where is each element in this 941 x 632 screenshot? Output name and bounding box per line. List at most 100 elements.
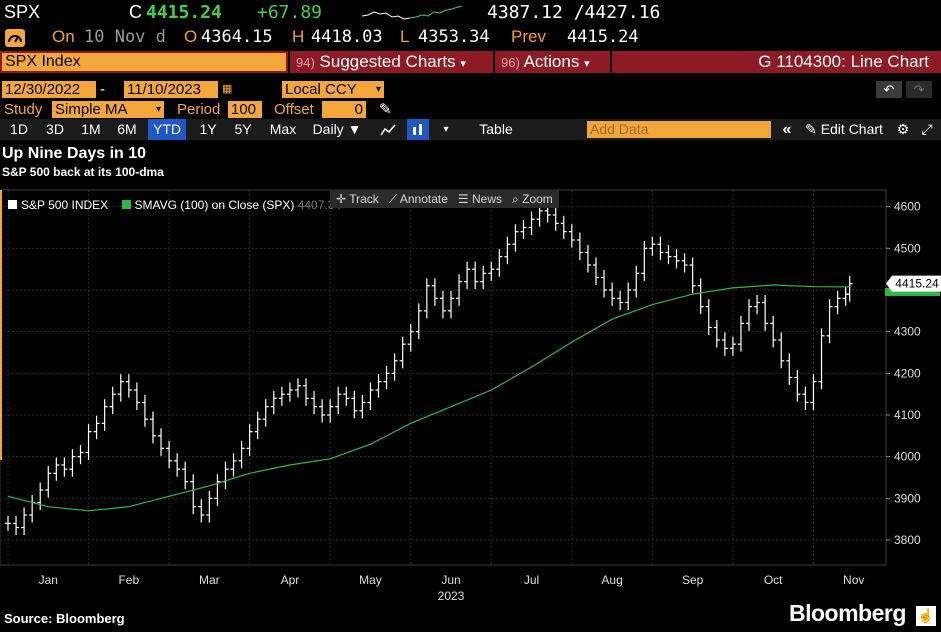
chevron-down-icon: ▾ xyxy=(155,104,161,115)
zoom-tool[interactable]: ⌕ Zoom xyxy=(512,192,553,206)
x-tick-label: Oct xyxy=(764,573,783,587)
start-date-field[interactable]: 12/30/2022 xyxy=(2,81,96,98)
on-label: On xyxy=(52,27,75,46)
function-title: G 1104300: Line Chart xyxy=(758,52,929,71)
y-tick-label: 3900 xyxy=(894,491,921,505)
chevron-down-icon: ▾ xyxy=(375,84,381,95)
study-select[interactable]: Simple MA ▾ xyxy=(52,101,164,118)
edit-chart-label: Edit Chart xyxy=(820,121,883,137)
ticker-symbol: SPX xyxy=(4,2,41,22)
y-tick-label: 4500 xyxy=(894,241,921,255)
open-value: 4364.15 xyxy=(201,27,273,47)
period-1d[interactable]: 1D xyxy=(10,121,28,137)
news-tool[interactable]: ☰ News xyxy=(458,192,502,206)
bar-chart-icon[interactable] xyxy=(407,119,429,140)
x-tick-label: Jul xyxy=(524,573,539,587)
study-label: Study xyxy=(4,101,43,118)
open-label: O xyxy=(184,27,198,46)
last-price-label: 4415.24 xyxy=(895,277,939,291)
collapse-icon[interactable]: « xyxy=(782,121,792,138)
currency-value: Local CCY xyxy=(285,81,357,98)
high-label: H xyxy=(292,27,305,46)
x-tick-label: Apr xyxy=(281,573,300,587)
suggested-code: 94) xyxy=(296,55,315,70)
low-label: L xyxy=(400,27,410,46)
crosshair-icon: ✛ xyxy=(336,192,347,206)
actions-button[interactable]: 96) Actions ▾ xyxy=(501,51,590,73)
edit-chart-button[interactable]: ✎ Edit Chart xyxy=(800,119,888,140)
intraday-sparkline xyxy=(362,5,462,20)
speedometer-icon[interactable] xyxy=(5,29,25,47)
actions-code: 96) xyxy=(501,55,520,70)
period-3d[interactable]: 3D xyxy=(46,121,64,137)
security-field[interactable]: SPX Index xyxy=(2,53,286,71)
period-max[interactable]: Max xyxy=(269,121,297,137)
line-chart-icon[interactable] xyxy=(377,119,399,140)
zoom-label: Zoom xyxy=(522,192,553,206)
currency-select[interactable]: Local CCY ▾ xyxy=(282,81,384,98)
track-label: Track xyxy=(349,192,379,206)
study-value: Simple MA xyxy=(55,101,128,118)
brand-text: Bloomberg xyxy=(789,600,906,626)
offset-field[interactable]: 0 xyxy=(322,101,366,118)
period-ytd[interactable]: YTD xyxy=(148,119,186,140)
source-note: Source: Bloomberg xyxy=(4,611,125,626)
prev-label: Prev xyxy=(511,27,546,46)
y-tick-label: 3800 xyxy=(894,533,921,547)
x-axis-label: 2023 xyxy=(438,589,465,603)
chevron-down-icon: ▾ xyxy=(460,58,466,70)
edit-icon: ✎ xyxy=(805,121,817,137)
calendar-icon[interactable]: ▦ xyxy=(222,83,233,95)
x-tick-label: Jan xyxy=(39,573,58,587)
date-dash: - xyxy=(100,81,105,98)
table-button[interactable]: Table xyxy=(479,121,513,137)
day-range: 4387.12 /4427.16 xyxy=(487,2,661,23)
settings-icon[interactable]: ⚙ xyxy=(896,121,910,137)
chevron-down-icon[interactable]: ▾ xyxy=(443,124,449,135)
track-tool[interactable]: ✛ Track xyxy=(336,192,379,206)
ma-line xyxy=(7,284,850,512)
hand-icon[interactable]: ☝ xyxy=(916,606,936,626)
period-label: Period xyxy=(177,101,221,118)
period-field[interactable]: 100 xyxy=(228,101,262,118)
ma-value-marker xyxy=(885,287,940,296)
suggested-label: Suggested Charts xyxy=(319,52,456,71)
x-tick-label: May xyxy=(359,573,382,587)
offset-label: Offset xyxy=(274,101,314,118)
period-1y[interactable]: 1Y xyxy=(199,121,217,137)
high-value: 4418.03 xyxy=(311,27,383,47)
x-tick-label: Mar xyxy=(199,573,220,587)
actions-label: Actions xyxy=(523,52,580,71)
period-5y[interactable]: 5Y xyxy=(234,121,252,137)
annotate-tool[interactable]: ⟋ Annotate xyxy=(389,192,448,206)
plot-area xyxy=(0,189,887,566)
add-data-input[interactable]: Add Data xyxy=(587,121,771,138)
bar-divider xyxy=(493,51,495,73)
end-date-field[interactable]: 11/10/2023 xyxy=(124,81,218,98)
annotate-label: Annotate xyxy=(399,192,448,206)
y-tick-label: 4100 xyxy=(894,408,921,422)
chart-legend: S&P 500 INDEX SMAVG (100) on Close (SPX)… xyxy=(8,198,341,212)
y-tick-label: 4000 xyxy=(894,450,921,464)
y-tick-label: 4600 xyxy=(894,200,921,214)
news-icon: ☰ xyxy=(457,192,469,206)
legend-ma-label: SMAVG (100) on Close (SPX) xyxy=(134,198,295,212)
x-tick-label: Aug xyxy=(601,573,622,587)
period-6m[interactable]: 6M xyxy=(117,121,137,137)
chart-title: Up Nine Days in 10 xyxy=(2,145,147,162)
redo-icon[interactable]: ↷ xyxy=(906,81,932,98)
x-tick-label: Sep xyxy=(682,573,704,587)
last-prefix: C xyxy=(129,2,142,22)
pencil-icon[interactable]: ✎ xyxy=(379,101,392,118)
pen-icon: ⟋ xyxy=(388,192,398,206)
bloomberg-logo: Bloomberg xyxy=(789,600,906,627)
period-1m[interactable]: 1M xyxy=(81,121,101,137)
frequency-select[interactable]: Daily ▼ xyxy=(312,121,362,137)
x-tick-label: Nov xyxy=(843,573,864,587)
suggested-charts-button[interactable]: 94) Suggested Charts ▾ xyxy=(296,51,466,73)
chart-tools-bar: ✛ Track ⟋ Annotate ☰ News ⌕ Zoom xyxy=(330,190,559,208)
expand-icon[interactable]: ⤢ xyxy=(921,121,933,137)
undo-icon[interactable]: ↶ xyxy=(876,81,902,98)
last-price: 4415.24 xyxy=(146,2,222,23)
